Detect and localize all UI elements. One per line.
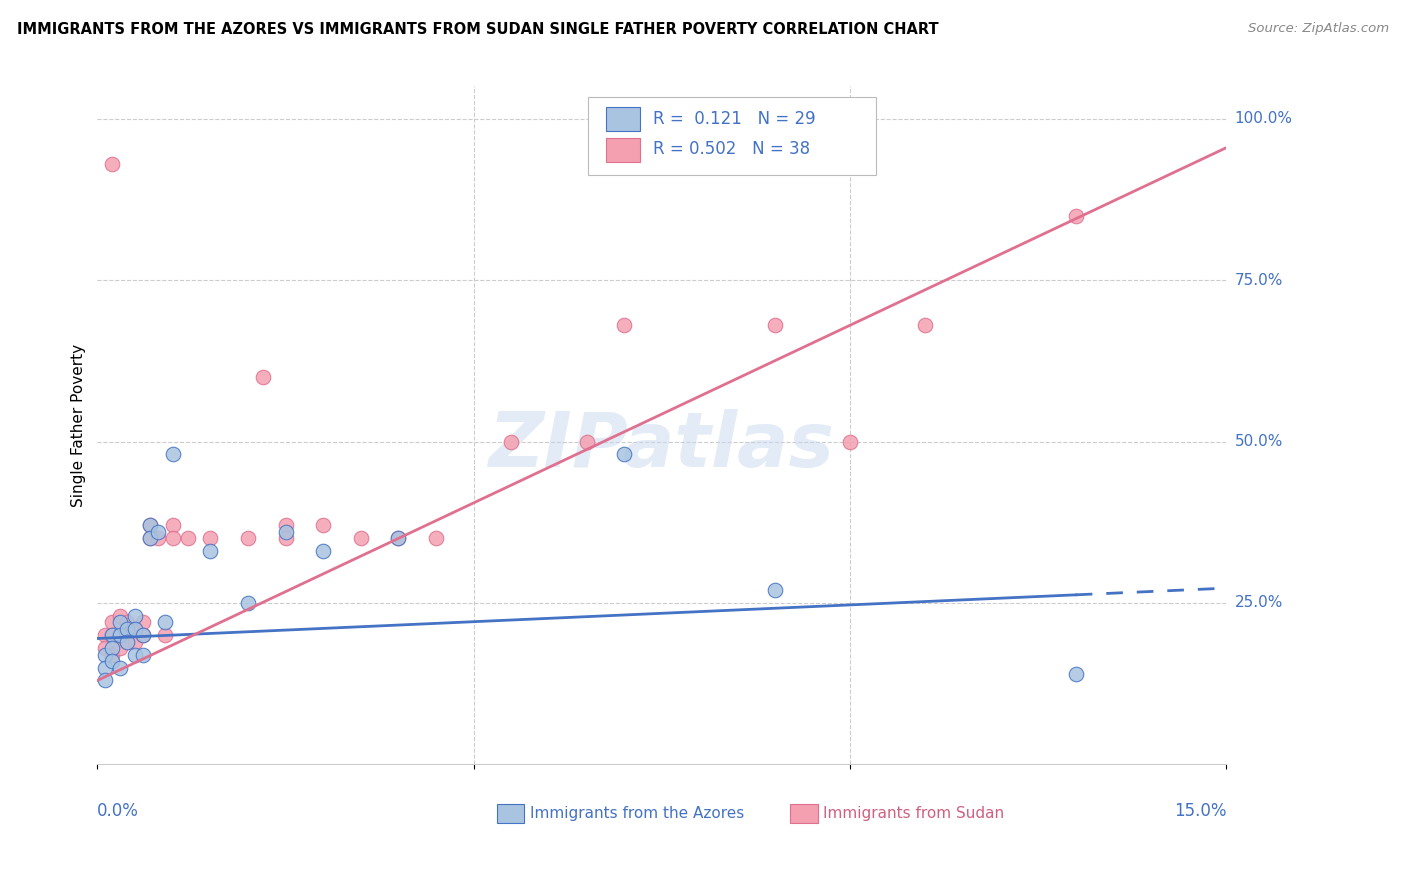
Point: [101, 641, 124, 656]
Text: 0.0%: 0.0%: [97, 802, 139, 820]
Point: [117, 622, 139, 636]
Point: [124, 648, 146, 662]
Point: [139, 532, 162, 546]
Point: [200, 532, 222, 546]
Point: [839, 434, 862, 449]
Text: ZIPatlas: ZIPatlas: [489, 409, 835, 483]
Point: [101, 648, 124, 662]
Point: [162, 532, 184, 546]
Point: [387, 532, 409, 546]
Point: [124, 622, 146, 636]
Point: [94, 628, 117, 642]
Point: [387, 532, 409, 546]
Point: [162, 447, 184, 461]
Point: [274, 532, 297, 546]
Point: [312, 518, 335, 533]
Point: [108, 628, 131, 642]
Y-axis label: Single Father Poverty: Single Father Poverty: [72, 343, 86, 507]
Text: R = 0.502   N = 38: R = 0.502 N = 38: [652, 140, 810, 158]
Point: [176, 532, 198, 546]
Point: [94, 648, 117, 662]
FancyBboxPatch shape: [589, 96, 876, 175]
Point: [613, 318, 636, 333]
FancyBboxPatch shape: [496, 805, 524, 822]
Point: [575, 434, 598, 449]
FancyBboxPatch shape: [790, 805, 817, 822]
Point: [236, 532, 259, 546]
Point: [1064, 667, 1087, 681]
Point: [1064, 209, 1087, 223]
Text: 50.0%: 50.0%: [1234, 434, 1282, 449]
Point: [146, 524, 169, 539]
Text: 25.0%: 25.0%: [1234, 596, 1282, 610]
Text: Source: ZipAtlas.com: Source: ZipAtlas.com: [1249, 22, 1389, 36]
Point: [139, 518, 162, 533]
Point: [94, 673, 117, 688]
Point: [131, 648, 153, 662]
Point: [94, 641, 117, 656]
Point: [108, 628, 131, 642]
Text: Immigrants from Sudan: Immigrants from Sudan: [824, 805, 1004, 821]
Point: [108, 660, 131, 674]
Point: [131, 628, 153, 642]
Point: [139, 518, 162, 533]
Point: [117, 615, 139, 630]
Text: IMMIGRANTS FROM THE AZORES VS IMMIGRANTS FROM SUDAN SINGLE FATHER POVERTY CORREL: IMMIGRANTS FROM THE AZORES VS IMMIGRANTS…: [17, 22, 938, 37]
Point: [108, 608, 131, 623]
Point: [350, 532, 373, 546]
Point: [763, 582, 786, 597]
Point: [139, 532, 162, 546]
Point: [101, 628, 124, 642]
Point: [613, 447, 636, 461]
Text: 15.0%: 15.0%: [1174, 802, 1226, 820]
Point: [274, 518, 297, 533]
Point: [425, 532, 447, 546]
Point: [131, 628, 153, 642]
FancyBboxPatch shape: [606, 138, 640, 161]
Point: [108, 615, 131, 630]
Point: [501, 434, 523, 449]
Point: [117, 634, 139, 648]
Point: [108, 641, 131, 656]
Point: [153, 628, 176, 642]
Point: [131, 615, 153, 630]
Point: [101, 615, 124, 630]
Text: 75.0%: 75.0%: [1234, 273, 1282, 287]
Point: [101, 654, 124, 668]
Point: [914, 318, 936, 333]
Text: R =  0.121   N = 29: R = 0.121 N = 29: [652, 110, 815, 128]
Point: [124, 634, 146, 648]
Point: [101, 628, 124, 642]
Point: [763, 318, 786, 333]
Point: [274, 524, 297, 539]
Point: [94, 660, 117, 674]
Point: [312, 544, 335, 558]
Point: [146, 532, 169, 546]
Text: Immigrants from the Azores: Immigrants from the Azores: [530, 805, 744, 821]
Text: 100.0%: 100.0%: [1234, 112, 1292, 126]
Point: [124, 608, 146, 623]
Point: [153, 615, 176, 630]
Point: [117, 634, 139, 648]
Point: [252, 370, 274, 384]
Point: [124, 622, 146, 636]
Point: [162, 518, 184, 533]
Point: [236, 596, 259, 610]
Point: [200, 544, 222, 558]
FancyBboxPatch shape: [606, 107, 640, 131]
Point: [101, 157, 124, 171]
